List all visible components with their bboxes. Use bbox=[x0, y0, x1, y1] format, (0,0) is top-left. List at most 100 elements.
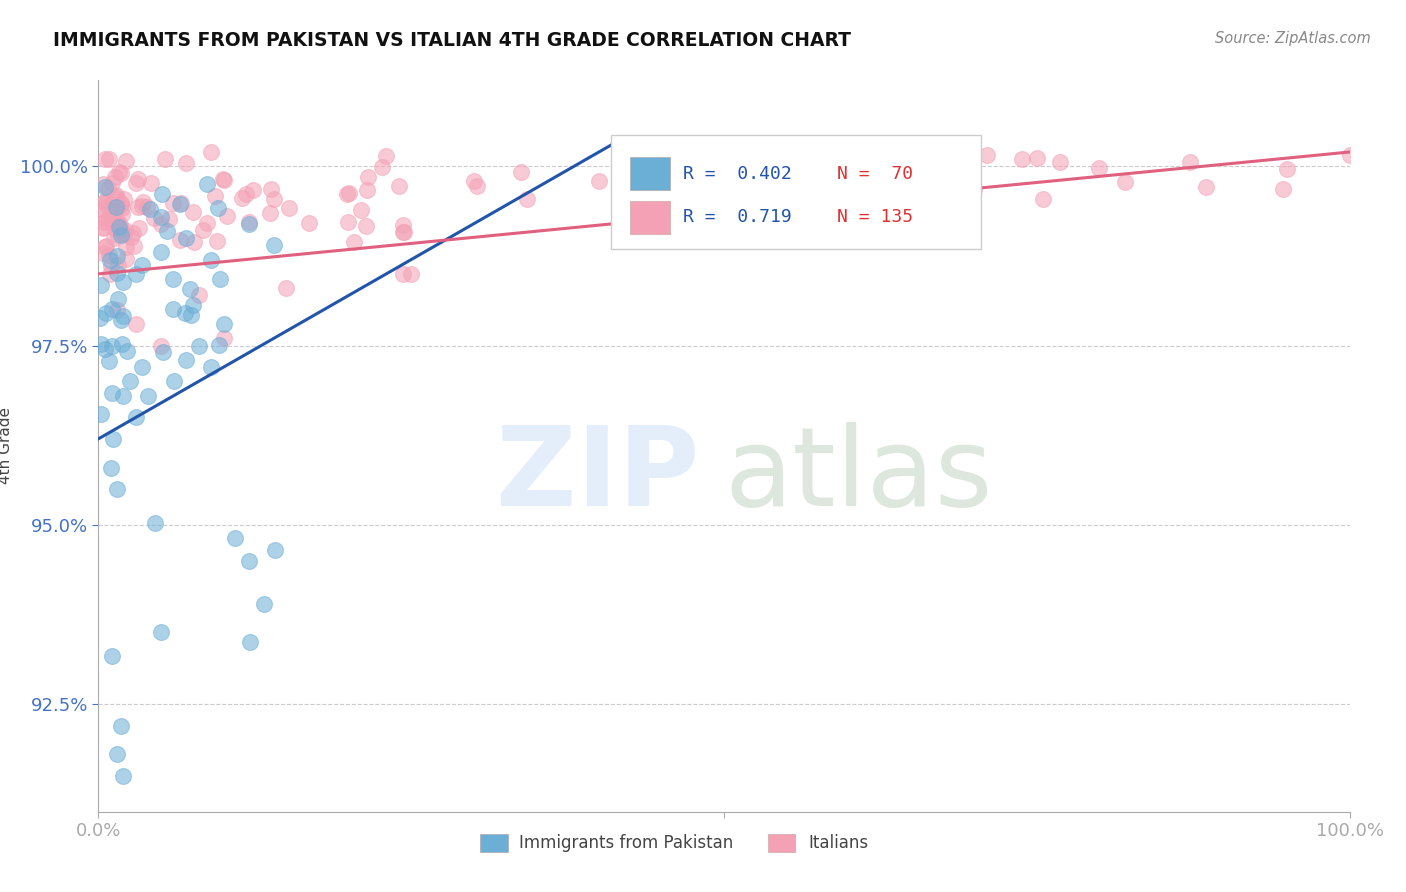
Bar bbox=[479, 834, 508, 852]
Point bbox=[100, 301, 122, 316]
Point bbox=[239, 635, 262, 649]
Point bbox=[125, 410, 148, 425]
Point bbox=[103, 220, 125, 235]
Point bbox=[91, 220, 114, 235]
Point bbox=[900, 179, 922, 194]
Point bbox=[212, 173, 235, 187]
Point bbox=[114, 252, 136, 266]
Point bbox=[337, 215, 360, 229]
Point bbox=[205, 235, 228, 249]
Point bbox=[392, 225, 415, 239]
Point bbox=[162, 375, 184, 389]
Point bbox=[963, 183, 986, 197]
Point bbox=[180, 308, 202, 322]
Point bbox=[224, 531, 246, 545]
Point bbox=[98, 248, 121, 262]
Point bbox=[96, 212, 118, 227]
Point bbox=[838, 148, 860, 162]
Point bbox=[121, 226, 143, 240]
Point bbox=[93, 343, 115, 357]
Point bbox=[101, 202, 124, 217]
Point bbox=[1272, 182, 1295, 196]
Point bbox=[1277, 161, 1299, 176]
Point bbox=[174, 353, 197, 368]
Point bbox=[1032, 193, 1054, 207]
Point bbox=[111, 337, 134, 351]
Point bbox=[100, 252, 122, 267]
Point bbox=[101, 648, 124, 663]
Bar bbox=[630, 157, 671, 190]
Point bbox=[135, 200, 157, 214]
Point bbox=[114, 192, 136, 206]
Point bbox=[105, 250, 128, 264]
Point bbox=[354, 219, 377, 233]
Point bbox=[105, 747, 128, 762]
Point bbox=[142, 211, 165, 225]
Point bbox=[150, 338, 173, 352]
Point bbox=[108, 218, 131, 232]
Point bbox=[207, 202, 229, 216]
Point bbox=[90, 407, 112, 421]
Point bbox=[107, 227, 129, 242]
FancyBboxPatch shape bbox=[612, 135, 980, 249]
Point bbox=[1339, 148, 1361, 162]
Point bbox=[200, 252, 222, 267]
Point bbox=[260, 182, 283, 196]
Point bbox=[169, 197, 191, 211]
Text: ZIP: ZIP bbox=[496, 422, 699, 529]
Point bbox=[685, 147, 707, 161]
Point bbox=[357, 169, 380, 184]
Point bbox=[401, 267, 423, 281]
Point bbox=[263, 192, 285, 206]
Point bbox=[588, 174, 610, 188]
Point bbox=[212, 331, 235, 345]
Point bbox=[349, 203, 371, 218]
Point bbox=[169, 233, 191, 247]
Point bbox=[94, 306, 117, 320]
Point bbox=[89, 311, 111, 326]
Point bbox=[1195, 179, 1218, 194]
Point bbox=[94, 239, 117, 253]
Text: Italians: Italians bbox=[808, 834, 868, 852]
Point bbox=[1114, 175, 1136, 189]
Point bbox=[786, 157, 808, 171]
Point bbox=[623, 169, 645, 184]
Point bbox=[93, 219, 115, 234]
Point bbox=[181, 204, 204, 219]
Point bbox=[122, 239, 145, 253]
Point bbox=[125, 317, 148, 331]
Point bbox=[1026, 152, 1049, 166]
Point bbox=[208, 337, 231, 351]
Point bbox=[104, 200, 127, 214]
Point bbox=[94, 152, 117, 166]
Point bbox=[259, 206, 281, 220]
Point bbox=[162, 196, 184, 211]
Text: R =  0.719: R = 0.719 bbox=[683, 209, 792, 227]
Point bbox=[173, 306, 195, 320]
Point bbox=[111, 207, 134, 221]
Point bbox=[105, 482, 128, 496]
Text: Immigrants from Pakistan: Immigrants from Pakistan bbox=[519, 834, 733, 852]
Point bbox=[103, 208, 125, 222]
Point bbox=[204, 189, 226, 203]
Text: IMMIGRANTS FROM PAKISTAN VS ITALIAN 4TH GRADE CORRELATION CHART: IMMIGRANTS FROM PAKISTAN VS ITALIAN 4TH … bbox=[53, 31, 852, 50]
Point bbox=[1049, 155, 1071, 169]
Point bbox=[112, 227, 135, 241]
Point bbox=[111, 275, 134, 289]
Point bbox=[110, 313, 132, 327]
Point bbox=[100, 176, 122, 190]
Point bbox=[238, 217, 260, 231]
Point bbox=[263, 238, 285, 252]
Point bbox=[392, 218, 415, 232]
Point bbox=[150, 210, 173, 224]
Point bbox=[93, 195, 115, 210]
Point bbox=[125, 267, 148, 281]
Point bbox=[264, 543, 287, 558]
Point bbox=[212, 317, 235, 331]
Point bbox=[105, 302, 128, 317]
Point bbox=[110, 195, 132, 210]
Point bbox=[343, 235, 366, 250]
Point bbox=[191, 223, 214, 237]
Point bbox=[110, 719, 132, 733]
Point bbox=[1011, 152, 1033, 166]
